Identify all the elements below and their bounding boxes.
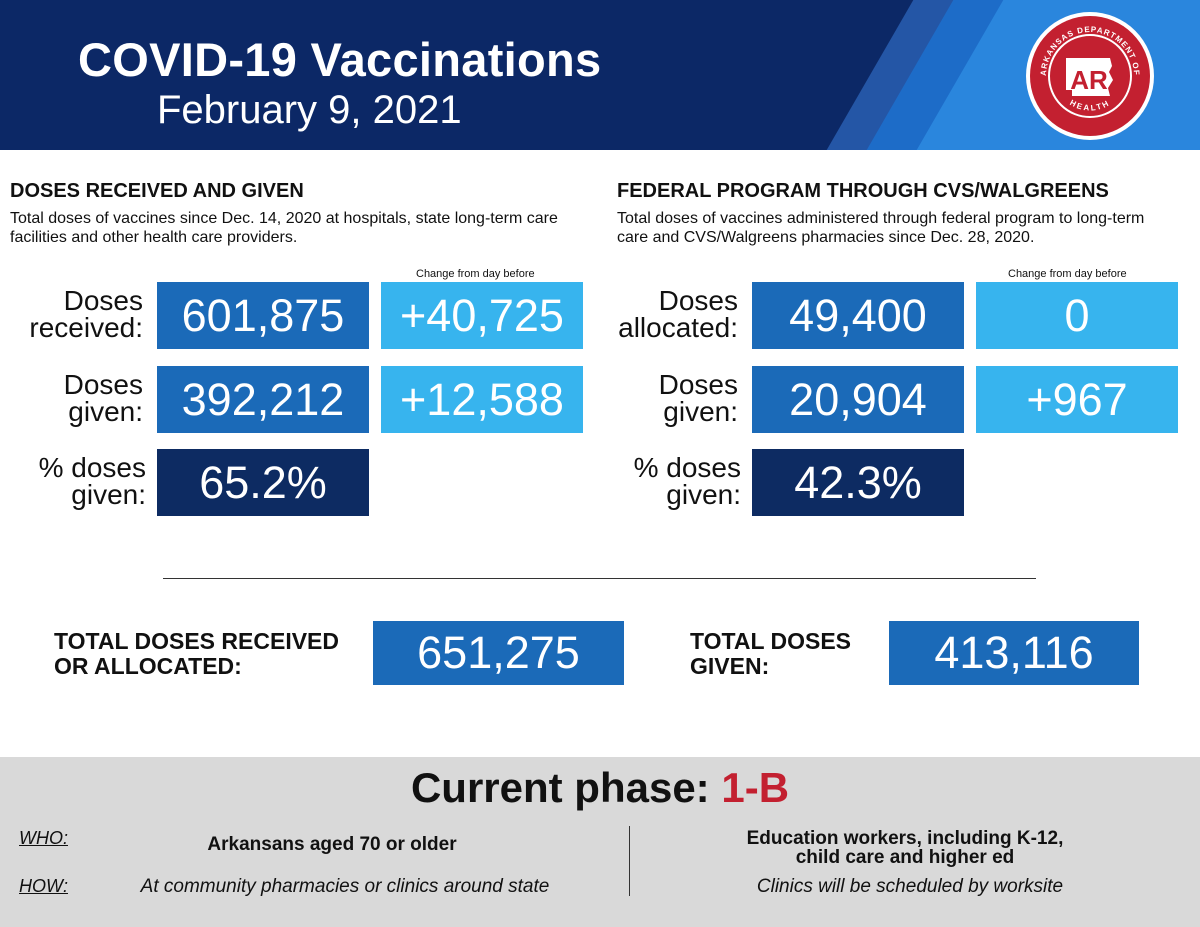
page-date: February 9, 2021	[157, 88, 462, 132]
left-doses-received-value: 601,875	[157, 282, 369, 349]
who-key: WHO:	[19, 828, 68, 848]
current-phase-value: 1-B	[721, 764, 790, 811]
section-divider	[163, 578, 1036, 579]
right-doses-given-value: 20,904	[752, 366, 964, 433]
total-given-value: 413,116	[889, 621, 1139, 685]
current-phase-panel	[0, 757, 1200, 927]
right-row-label-given: Doses given:	[658, 369, 738, 427]
right-doses-allocated-change: 0	[976, 282, 1178, 349]
right-section-heading: FEDERAL PROGRAM THROUGH CVS/WALGREENS	[617, 180, 1109, 202]
how-key: HOW:	[19, 876, 68, 896]
total-received-label: TOTAL DOSES RECEIVED OR ALLOCATED:	[54, 628, 339, 679]
page-title: COVID-19 Vaccinations	[78, 33, 602, 86]
header-banner: COVID-19 Vaccinations February 9, 2021 A…	[0, 0, 1200, 150]
total-received-value: 651,275	[373, 621, 624, 685]
total-given-label: TOTAL DOSES GIVEN:	[690, 628, 852, 679]
right-row-label-allocated: Doses allocated:	[618, 285, 738, 343]
arkansas-health-seal-icon: ARKANSAS DEPARTMENT OF HEALTH AR	[1026, 12, 1154, 140]
right-percent-given-value: 42.3%	[752, 449, 964, 516]
current-phase-title: Current phase: 1-B	[0, 764, 1200, 812]
phase-column-divider	[629, 826, 630, 896]
left-doses-received-change: +40,725	[381, 282, 583, 349]
seal-center-text: AR	[1070, 65, 1108, 95]
left-row-label-given: Doses given:	[63, 369, 143, 427]
left-section-description: Total doses of vaccines since Dec. 14, 2…	[10, 210, 558, 246]
left-doses-given-value: 392,212	[157, 366, 369, 433]
how-right-text: Clinics will be scheduled by worksite	[756, 876, 1064, 897]
left-row-label-percent: % doses given:	[38, 452, 146, 510]
right-doses-given-change: +967	[976, 366, 1178, 433]
right-doses-allocated-value: 49,400	[752, 282, 964, 349]
who-right-text: Education workers, including K-12, child…	[746, 828, 1064, 868]
left-doses-given-change: +12,588	[381, 366, 583, 433]
left-row-label-received: Doses received:	[29, 285, 143, 343]
current-phase-prefix: Current phase:	[410, 764, 710, 811]
left-percent-given-value: 65.2%	[157, 449, 369, 516]
left-section-heading: DOSES RECEIVED AND GIVEN	[10, 180, 304, 202]
right-change-label: Change from day before	[1008, 268, 1127, 280]
who-left-text: Arkansans aged 70 or older	[207, 834, 457, 855]
right-row-label-percent: % doses given:	[633, 452, 741, 510]
right-section-description: Total doses of vaccines administered thr…	[617, 210, 1145, 246]
left-change-label: Change from day before	[416, 268, 535, 280]
how-left-text: At community pharmacies or clinics aroun…	[140, 876, 550, 897]
